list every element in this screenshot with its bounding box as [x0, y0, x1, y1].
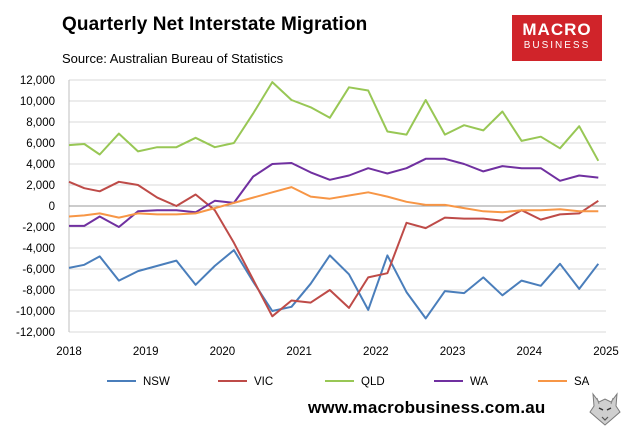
legend: NSW VIC QLD WA SA: [107, 376, 590, 388]
x-tick-label: 2025: [593, 346, 619, 358]
series-lines: [68, 81, 600, 320]
legend-label: SA: [574, 376, 590, 388]
series-line-vic: [68, 180, 599, 318]
x-tick-label: 2020: [210, 346, 236, 358]
x-tick-label: 2022: [363, 346, 389, 358]
wolf-icon: [589, 392, 621, 426]
series-line-qld: [68, 81, 600, 162]
legend-label: NSW: [143, 376, 170, 388]
y-tick-label: -2,000: [22, 222, 55, 234]
axes: [68, 80, 606, 332]
legend-label: VIC: [254, 376, 273, 388]
y-tick-label: 12,000: [20, 75, 55, 87]
logo-line1: MACRO: [522, 20, 592, 39]
website-url[interactable]: www.macrobusiness.com.au: [308, 398, 546, 417]
grid-lines: [69, 79, 606, 333]
y-tick-label: -6,000: [22, 264, 55, 276]
series-line-sa: [68, 186, 599, 219]
y-tick-label: -12,000: [16, 327, 55, 339]
macrobusiness-logo[interactable]: MACRO BUSINESS: [512, 15, 602, 61]
y-tick-label: 2,000: [26, 180, 55, 192]
x-tick-label: 2019: [133, 346, 159, 358]
y-tick-label: 6,000: [26, 138, 55, 150]
legend-label: QLD: [361, 376, 385, 388]
x-tick-label: 2018: [56, 346, 82, 358]
chart-source: Source: Australian Bureau of Statistics: [62, 51, 284, 66]
x-tick-label: 2024: [516, 346, 542, 358]
y-tick-label: 10,000: [20, 96, 55, 108]
y-tick-label: -8,000: [22, 285, 55, 297]
series-line-nsw: [68, 249, 600, 320]
y-axis-ticks: 12,000 10,000 8,000 6,000 4,000 2,000 0 -2,000 -…: [16, 75, 55, 339]
y-tick-label: 8,000: [26, 117, 55, 129]
x-tick-label: 2021: [286, 346, 312, 358]
y-tick-label: 4,000: [26, 159, 55, 171]
series-line-wa: [69, 157, 599, 228]
y-tick-label: 0: [49, 201, 55, 213]
x-tick-label: 2023: [440, 346, 466, 358]
logo-line2: BUSINESS: [523, 40, 591, 51]
chart-title: Quarterly Net Interstate Migration: [62, 14, 368, 35]
legend-label: WA: [470, 376, 488, 388]
x-axis-ticks: 2018 2019 2020 2021 2022 2023 2024 2025: [56, 346, 619, 358]
y-tick-label: -4,000: [22, 243, 55, 255]
y-tick-label: -10,000: [16, 306, 55, 318]
